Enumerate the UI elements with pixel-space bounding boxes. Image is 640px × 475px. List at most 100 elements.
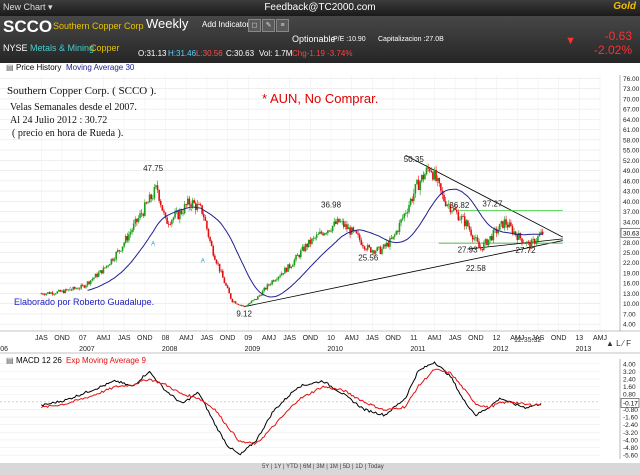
candle-body <box>370 247 372 253</box>
candle-body <box>56 291 59 294</box>
candle-body <box>75 288 78 290</box>
x-tick-label: OND <box>54 335 70 342</box>
candle-body <box>282 273 285 275</box>
warning-note: * AUN, No Comprar. <box>262 91 378 106</box>
candle-body <box>319 231 321 234</box>
price-tag-label: 30.63 <box>623 230 640 237</box>
candle-body <box>113 259 116 261</box>
candle-body <box>336 218 339 224</box>
candle-body <box>525 241 528 244</box>
candle-body <box>440 183 442 191</box>
candle-body <box>306 244 308 247</box>
macd-legend[interactable]: MACD 12 26 <box>16 356 62 365</box>
add-indicator-button[interactable]: Add Indicator <box>202 20 250 29</box>
macd-line <box>41 361 542 456</box>
toolbar-icon-3[interactable]: ≡ <box>276 19 289 32</box>
price-annotation: 25.56 <box>358 254 379 263</box>
candle-body <box>180 210 183 214</box>
candle-body <box>465 220 468 227</box>
top-bar: New Chart ▾ Feedback@TC2000.com Gold <box>0 0 640 16</box>
candle-body <box>425 167 428 175</box>
symbol-label[interactable]: SCCO <box>3 17 53 36</box>
candle-body <box>384 244 386 247</box>
candle-body <box>159 200 162 206</box>
x-tick-label: AMJ <box>179 335 193 342</box>
candle-body <box>196 204 199 211</box>
candle-body <box>312 237 315 239</box>
candle-body <box>299 250 302 258</box>
signal-line <box>41 368 542 446</box>
candle-body <box>101 270 103 274</box>
candle-body <box>80 284 82 289</box>
event-marker-icon[interactable]: A <box>201 259 205 265</box>
candle-body <box>239 304 242 306</box>
candle-body <box>72 286 75 290</box>
event-marker-icon[interactable]: A <box>188 208 192 214</box>
x-tick-label: JAS <box>200 335 213 342</box>
candle-body <box>261 290 264 296</box>
price-history-legend[interactable]: Price History <box>16 63 61 72</box>
candle-body <box>468 226 471 230</box>
price-tick-label: 22.00 <box>623 260 640 267</box>
candle-body <box>382 244 385 249</box>
x-tick-label: AMJ <box>262 335 276 342</box>
panel-controls[interactable]: ▲ L ⁄ F <box>606 339 631 348</box>
candle-body <box>209 236 211 242</box>
cap-label: Capitalizacion :27.0B <box>378 36 444 43</box>
macd-tick-label: 2.40 <box>623 377 636 384</box>
candle-body <box>245 305 248 307</box>
industry-label: Copper <box>90 43 120 53</box>
x-tick-label: JAS <box>532 335 545 342</box>
trendline-long-support[interactable] <box>244 240 563 308</box>
macd-tick-label: 0.80 <box>623 392 636 399</box>
candle-body <box>74 286 76 289</box>
period-selector[interactable]: Weekly <box>146 16 189 31</box>
candle-body <box>142 213 145 216</box>
candle-body <box>247 304 250 306</box>
candle-body <box>288 264 291 268</box>
candle-body <box>190 204 192 207</box>
candle-body <box>331 225 334 231</box>
candle-body <box>252 300 254 302</box>
candle-body <box>118 250 121 251</box>
toolbar-icon-1[interactable]: ◻ <box>248 19 261 32</box>
exp-ma-legend[interactable]: Exp Moving Average 9 <box>66 356 146 365</box>
price-annotation: 37.27 <box>482 200 503 209</box>
candle-body <box>64 289 67 294</box>
candle-body <box>508 222 511 228</box>
candle-body <box>315 234 318 238</box>
candle-body <box>284 267 286 274</box>
candle-body <box>533 239 536 244</box>
x-tick-label: OND <box>551 335 567 342</box>
candle-body <box>188 198 191 205</box>
candle-body <box>455 209 458 212</box>
event-marker-icon[interactable]: A <box>151 242 155 248</box>
candle-body <box>432 172 434 180</box>
candle-body <box>483 242 485 251</box>
candle-body <box>408 205 410 213</box>
candle-body <box>339 221 342 223</box>
new-chart-menu[interactable]: New Chart ▾ <box>3 2 53 12</box>
candle-body <box>121 246 124 251</box>
candle-body <box>451 210 453 213</box>
trendline-resistance[interactable] <box>405 154 563 238</box>
timeframe-buttons[interactable]: 5Y | 1Y | YTD | 6M | 3M | 1M | 5D | 1D |… <box>262 464 384 470</box>
feedback-link[interactable]: Feedback@TC2000.com <box>264 2 376 13</box>
chart-title-line2: Velas Semanales desde el 2007. <box>10 102 137 113</box>
year-label: 2012 <box>493 346 509 353</box>
ma-legend[interactable]: Moving Average 30 <box>66 63 135 72</box>
candle-body <box>400 219 402 223</box>
optionable-label: Optionable <box>292 34 336 44</box>
candle-body <box>266 284 269 290</box>
macd-tick-label: -2.40 <box>623 422 638 429</box>
candle-body <box>311 238 313 244</box>
candle-body <box>91 278 94 281</box>
event-marker-icon[interactable]: A <box>68 288 72 294</box>
candle-body <box>535 241 538 244</box>
candle-body <box>67 289 70 291</box>
candle-body <box>191 200 194 207</box>
price-tick-label: 64.00 <box>623 117 640 124</box>
toolbar-icon-2[interactable]: ✎ <box>262 19 275 32</box>
candle-body <box>307 239 310 247</box>
candle-body <box>62 290 65 294</box>
